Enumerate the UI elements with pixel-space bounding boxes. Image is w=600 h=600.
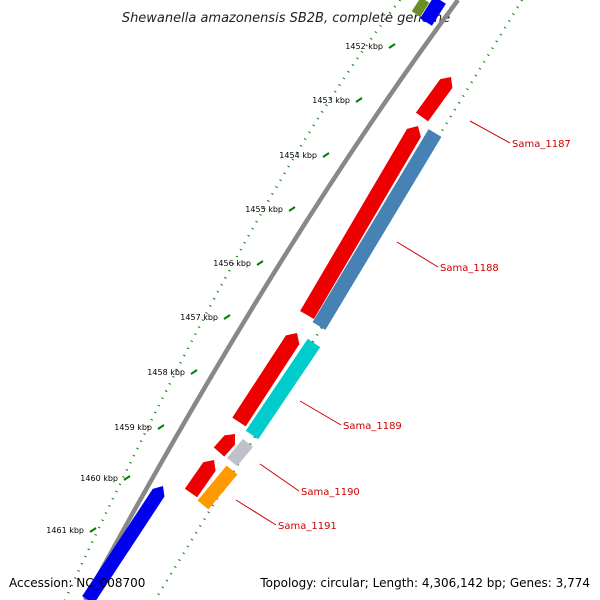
tick-label: 1458 kbp [147,368,185,377]
gene-label-group: Sama_1191 [235,499,337,532]
gene-red-1189[interactable] [232,333,300,427]
label-layer: Sama_1187 Sama_1188 Sama_1189 Sama_1190 Sama… [235,120,571,532]
gene-gray-1190[interactable] [227,438,253,467]
tick-label: 1452 kbp [345,42,383,51]
tick-label: 1453 kbp [312,96,350,105]
gene-orange-1191[interactable] [197,465,238,510]
scale-tick: 1461 kbp [46,526,97,535]
gene-label[interactable]: Sama_1191 [278,521,337,532]
map-title: Shewanella amazonensis SB2B, complete ge… [122,11,450,26]
gene-label[interactable]: Sama_1190 [301,487,360,498]
tick-label: 1455 kbp [245,205,283,214]
scale-dotted-ring [63,0,401,600]
gene-steelblue-1188[interactable] [312,129,442,330]
scale-tick: 1459 kbp [114,423,165,432]
tick-label: 1459 kbp [114,423,152,432]
gene-layer [82,0,453,600]
scale-tick: 1452 kbp [345,42,396,51]
gene-label[interactable]: Sama_1187 [512,139,571,150]
gene-cyan-1189[interactable] [245,338,321,440]
genome-backbone [83,0,460,600]
gene-label[interactable]: Sama_1189 [343,421,402,432]
gene-red-1188[interactable] [300,126,421,320]
topology-text: Topology: circular; Length: 4,306,142 bp… [260,576,590,590]
scale-tick: 1454 kbp [279,151,330,160]
gene-blue-top[interactable] [420,0,446,26]
scale-tick: 1460 kbp [80,474,131,483]
gene-olive-top[interactable] [411,0,430,17]
gene-label-group: Sama_1187 [469,120,571,150]
gene-red-1190[interactable] [213,434,235,457]
gene-red-1191[interactable] [184,460,216,498]
scale-tick: 1453 kbp [312,96,363,105]
accession-text: Accession: NC_008700 [9,576,146,590]
tick-label: 1460 kbp [80,474,118,483]
scale-tick: 1457 kbp [180,313,231,322]
tick-label: 1456 kbp [213,259,251,268]
tick-layer: 1452 kbp 1453 kbp 1454 kbp 1455 kbp 1456 kbp… [46,42,396,535]
gene-label[interactable]: Sama_1188 [440,263,499,274]
gene-label-group: Sama_1189 [299,400,402,432]
gene-red-1187[interactable] [415,77,453,122]
tick-label: 1454 kbp [279,151,317,160]
tick-label: 1457 kbp [180,313,218,322]
gene-blue-bottom[interactable] [82,486,165,600]
tick-label: 1461 kbp [46,526,84,535]
gene-label-group: Sama_1190 [259,463,360,498]
scale-tick: 1455 kbp [245,205,296,214]
scale-tick: 1456 kbp [213,259,264,268]
gene-label-group: Sama_1188 [396,241,499,274]
scale-tick: 1458 kbp [147,368,198,377]
